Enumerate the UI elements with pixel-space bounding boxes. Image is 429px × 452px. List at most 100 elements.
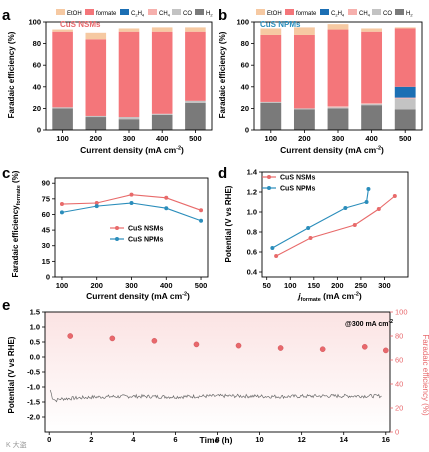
- y-tick-label: 0: [37, 126, 41, 135]
- y-tick-label-left: 1.5: [30, 308, 40, 317]
- y-tick-label: 30: [42, 241, 50, 250]
- y-tick-label: 0.8: [247, 228, 257, 237]
- legend-npms-marker: [267, 186, 271, 190]
- y-tick-label: 40: [241, 82, 249, 91]
- y-tick-label: 80: [241, 39, 249, 48]
- legend-co-swatch: [172, 9, 181, 15]
- panel-a: a EtOH formate C2H4 CH4 CO H2 100 200 300 4…: [2, 7, 213, 155]
- bar-segment-h2: [361, 105, 383, 130]
- data-point-nsms: [352, 223, 357, 227]
- bar-segment-formate: [52, 31, 73, 108]
- bar-segment-etoh: [327, 24, 349, 30]
- y-tick-label: 40: [33, 82, 41, 91]
- legend-nsms-label: CuS NSMs: [128, 226, 164, 233]
- fe-data-point: [361, 343, 368, 350]
- fe-data-point: [277, 345, 284, 351]
- legend-c2h4-swatch: [120, 9, 129, 15]
- panel-a-bars: [52, 27, 206, 130]
- bar-segment-formate: [327, 29, 349, 107]
- bar-segment-h2: [293, 109, 315, 130]
- legend-h2-label: H2: [206, 11, 213, 18]
- legend-h2-label: H2: [406, 11, 413, 18]
- series-line-npms: [272, 188, 369, 249]
- fe-data-point: [109, 335, 116, 342]
- data-point-nsms: [164, 195, 169, 200]
- panel-a-xlabel: Current density (mA cm-2): [80, 145, 184, 155]
- y-tick-label: 90: [42, 179, 50, 188]
- y-tick-label: 45: [42, 226, 50, 235]
- panel-d-legend: CuS NSMs CuS NPMs: [262, 175, 316, 193]
- x-tick-label: 200: [90, 281, 103, 290]
- y-tick-label-left: -0.5: [27, 368, 40, 377]
- x-tick-label: 250: [355, 281, 368, 290]
- data-point-npms: [364, 200, 369, 204]
- legend-npms-label: CuS NPMs: [280, 186, 316, 193]
- bar-segment-formate: [260, 34, 282, 102]
- legend-formate-label: formate: [96, 11, 117, 17]
- legend-etoh-swatch: [256, 9, 265, 15]
- bar-segment-co: [394, 98, 416, 110]
- bar-segment-c2h4: [394, 86, 416, 98]
- background-band: [45, 312, 390, 432]
- y-tick-label-left: -1.0: [27, 383, 40, 392]
- x-tick-label: 4: [131, 435, 136, 444]
- bar-segment-formate: [185, 31, 206, 101]
- data-point-npms: [129, 201, 134, 206]
- legend-npms-marker: [115, 237, 119, 241]
- bar-segment-formate: [151, 31, 173, 114]
- fe-data-point: [319, 346, 326, 353]
- bar-segment-h2: [260, 103, 282, 130]
- x-tick-label: 200: [90, 134, 103, 143]
- x-tick-label: 8: [215, 435, 219, 444]
- y-tick-label: 0: [46, 273, 50, 282]
- bar-segment-co: [361, 104, 383, 106]
- panel-e-plot: 0 2 4 6 8 10 12 14 16 -2.0 -1.5 -1.0 -0.5 0.0 0.5 1.0 1.…: [27, 308, 407, 445]
- bar-segment-co: [185, 100, 206, 103]
- legend-nsms-marker: [115, 226, 119, 230]
- legend-ch4-swatch: [348, 9, 357, 15]
- legend-formate-swatch: [85, 9, 94, 15]
- legend-co-swatch: [372, 9, 381, 15]
- panel-e-xlabel: Time (h): [200, 435, 233, 445]
- fe-data-point: [67, 333, 74, 339]
- data-point-npms: [59, 210, 64, 215]
- y-tick-label-left: 0.5: [30, 338, 40, 347]
- y-tick-label: 80: [33, 39, 41, 48]
- data-point-nsms: [376, 207, 381, 211]
- bar-segment-ch4: [394, 97, 416, 99]
- panel-d-plot: 50 100 150 200 250 300 0.4 0.6 0.8 1.0 1.2 1.4: [247, 168, 409, 290]
- panel-a-legend: EtOH formate C2H4 CH4 CO H2: [56, 9, 213, 18]
- legend-ch4-label: CH4: [159, 11, 171, 18]
- y-tick-label-right: 60: [395, 356, 403, 365]
- data-point-npms: [306, 226, 311, 230]
- panel-c-legend: CuS NSMs CuS NPMs: [110, 226, 164, 244]
- legend-h2-swatch: [395, 9, 404, 15]
- panel-b-axes: 100 200 300 400 500 0 20 40 60 80 100: [236, 18, 423, 143]
- panel-d-xlabel: jformate (mA cm-2): [297, 291, 362, 303]
- x-tick-label: 200: [331, 281, 344, 290]
- legend-ch4-label: CH4: [359, 11, 371, 18]
- data-point-nsms: [129, 192, 134, 197]
- panel-e-ylabel-right: Faradaic efficiency (%): [421, 334, 429, 416]
- data-point-nsms: [59, 202, 64, 207]
- x-tick-label: 12: [297, 435, 305, 444]
- y-tick-label-left: 0.0: [30, 353, 40, 362]
- legend-etoh-swatch: [56, 9, 65, 15]
- bar-segment-co: [151, 113, 173, 115]
- y-tick-label: 1.2: [247, 188, 257, 197]
- panel-c-xlabel: Current density (mA cm-2): [86, 291, 190, 301]
- panel-e-annotation: @300 mA cm-2: [345, 319, 393, 328]
- data-point-npms: [164, 206, 169, 211]
- x-tick-label: 500: [195, 281, 208, 290]
- x-tick-label: 300: [332, 134, 345, 143]
- plot-frame: [45, 21, 213, 131]
- bar-segment-h2: [394, 109, 416, 130]
- y-tick-label: 0: [245, 126, 249, 135]
- y-tick-label: 60: [42, 210, 50, 219]
- data-point-nsms: [274, 254, 279, 258]
- panel-a-ylabel: Faradaic efficiency (%): [7, 31, 16, 118]
- legend-ch4-swatch: [148, 9, 157, 15]
- y-tick-label-right: 40: [395, 380, 403, 389]
- panel-e: e 0 2 4 6 8 10 12 14 16 -2.0 -1.5 -1.0 -0.5 0.0 0.5 1.0…: [2, 297, 429, 445]
